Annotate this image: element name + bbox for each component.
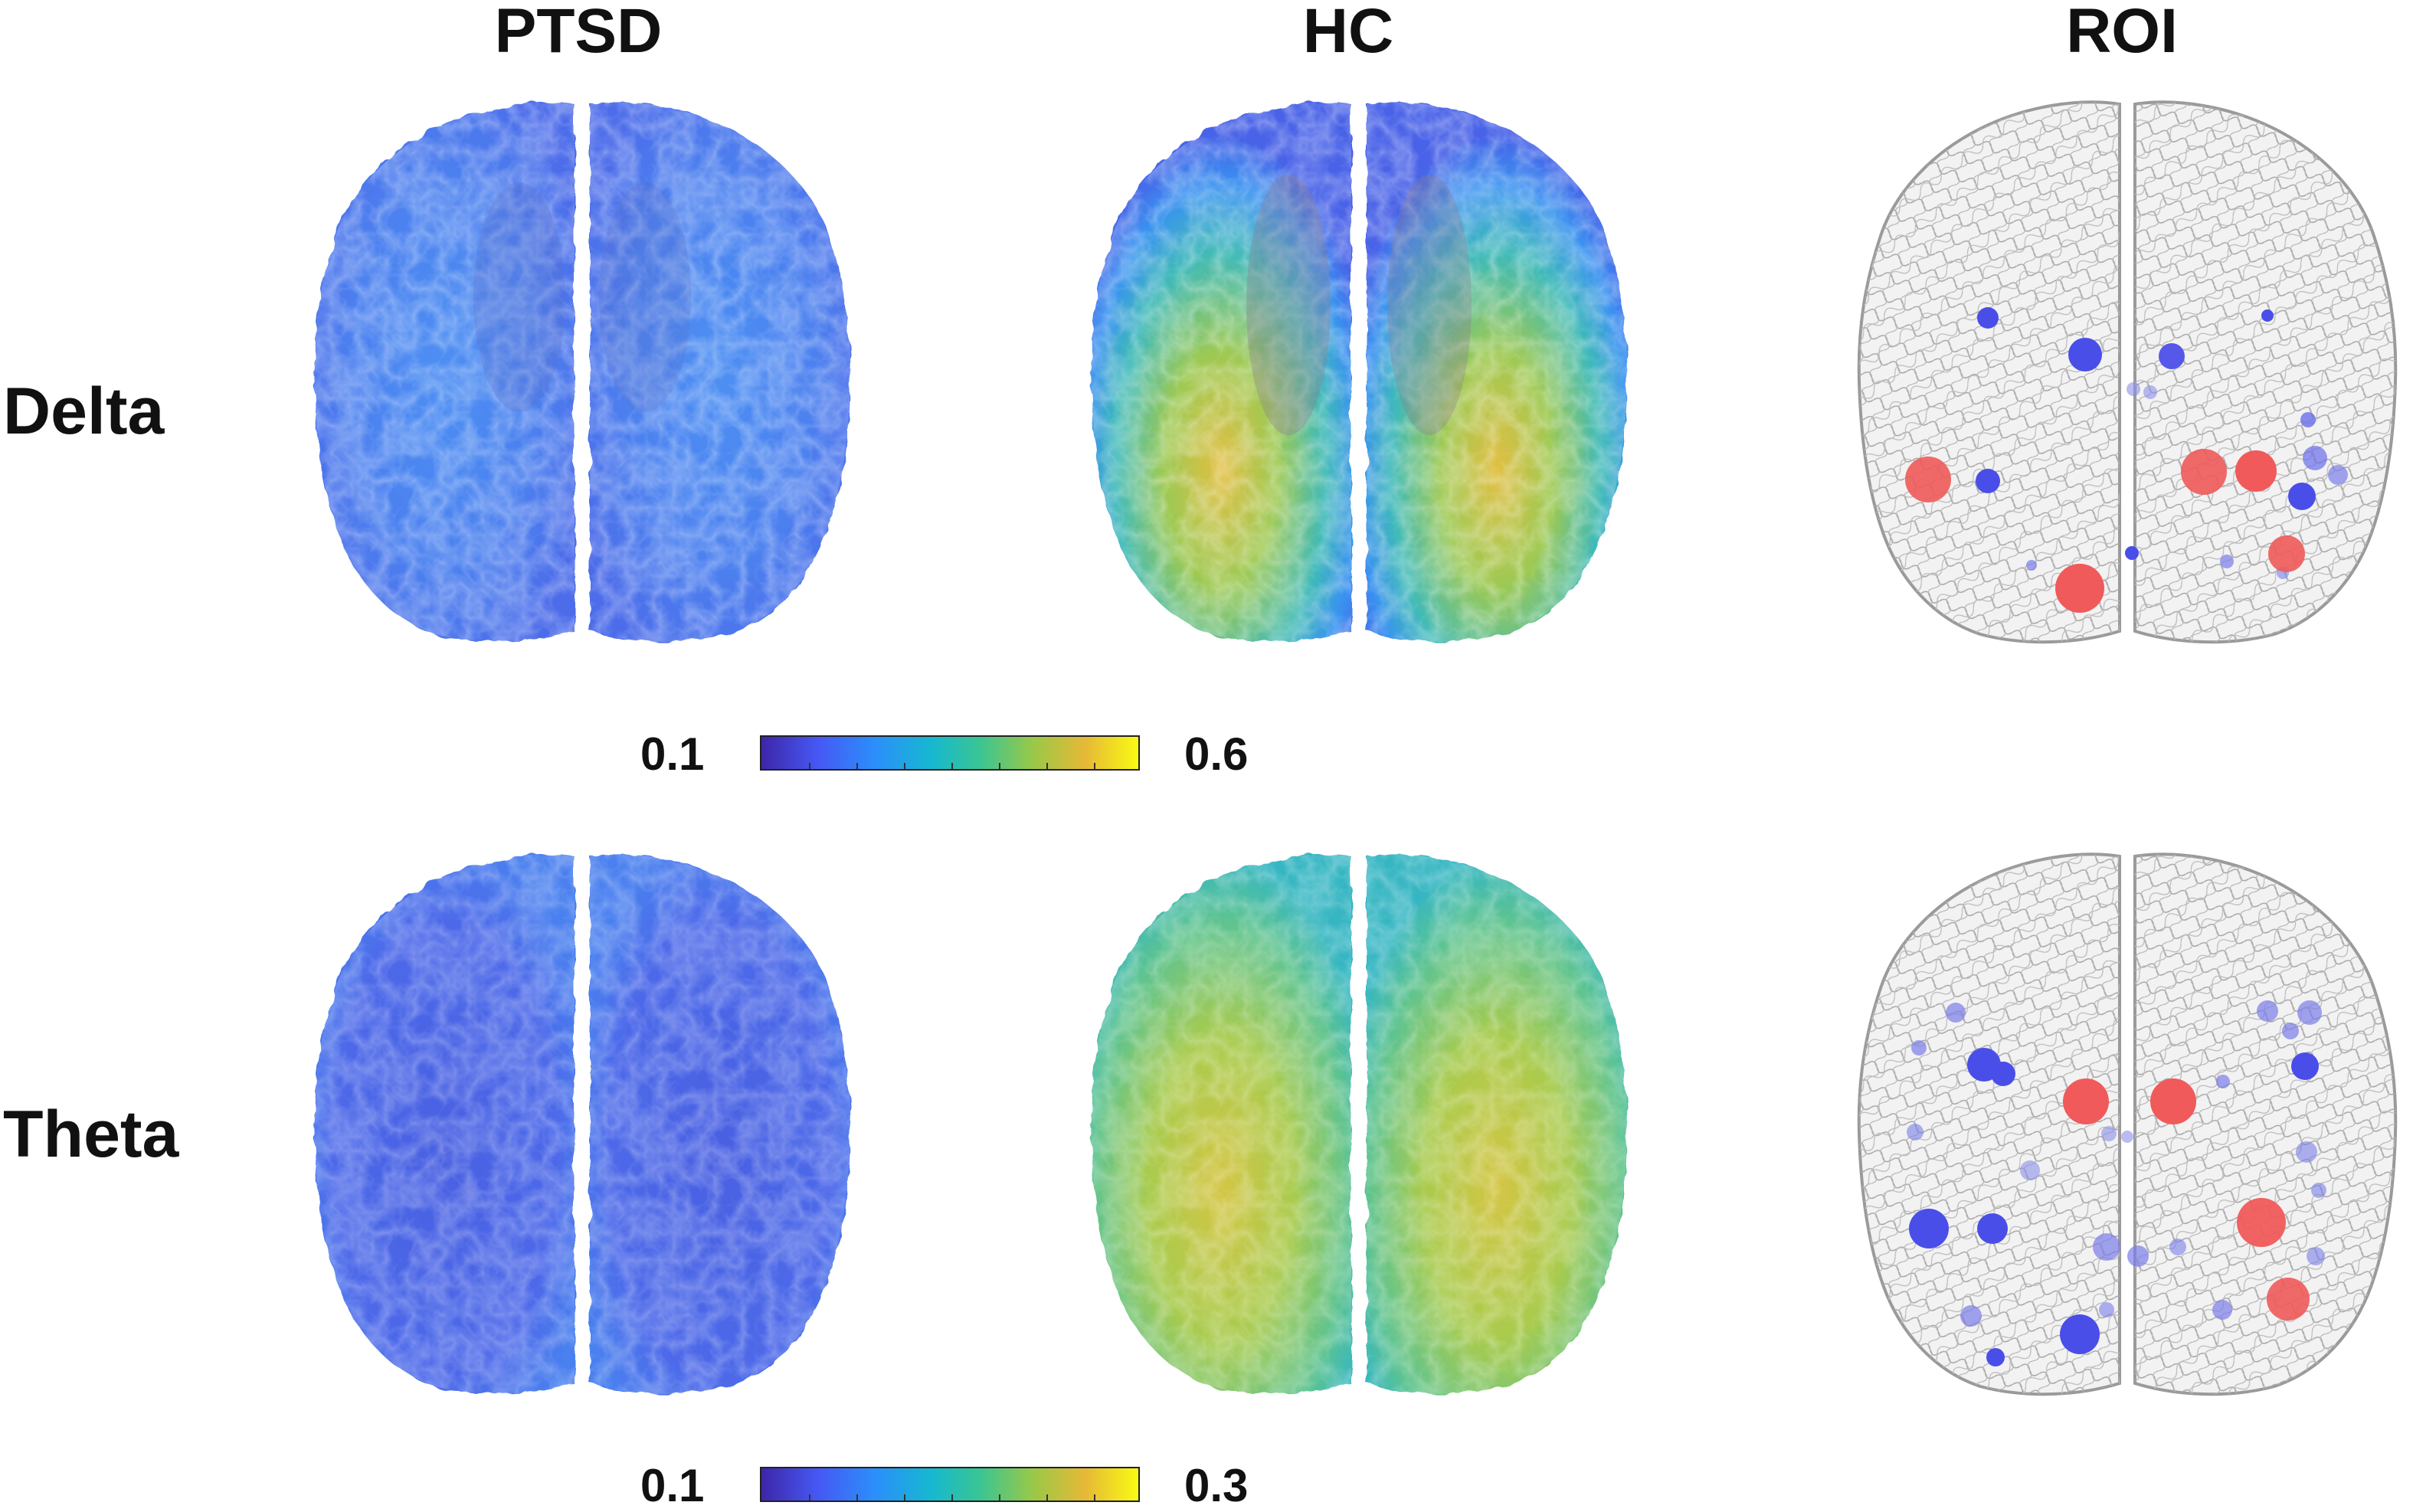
colorbar-theta-min: 0.1 bbox=[640, 1460, 705, 1511]
roi-node-decrease bbox=[2311, 1183, 2326, 1198]
column-header-ptsd: PTSD bbox=[494, 0, 663, 66]
colorbar-delta bbox=[760, 735, 1140, 771]
roi-node-decrease bbox=[2257, 1000, 2278, 1022]
roi-node-decrease bbox=[2101, 1126, 2117, 1141]
roi-node-decrease bbox=[2296, 1141, 2317, 1163]
column-header-hc: HC bbox=[1302, 0, 1394, 66]
roi-node-decrease bbox=[2291, 1052, 2319, 1080]
roi-node-decrease bbox=[2020, 1160, 2040, 1180]
brain-hc-delta bbox=[1090, 102, 1628, 643]
colorbar-delta-min: 0.1 bbox=[640, 728, 705, 780]
roi-node-decrease bbox=[2127, 1245, 2149, 1267]
roi-node-decrease bbox=[2328, 465, 2348, 485]
roi-node-decrease bbox=[2307, 1247, 2325, 1265]
roi-node-decrease bbox=[1911, 1040, 1927, 1055]
roi-nodes-delta bbox=[1905, 307, 2348, 613]
roi-node-decrease bbox=[1977, 1213, 2008, 1244]
roi-node-decrease bbox=[2099, 1302, 2114, 1317]
brain-ptsd-theta bbox=[313, 854, 851, 1395]
roi-nodes-theta bbox=[1907, 1000, 2326, 1366]
roi-node-decrease bbox=[2068, 338, 2102, 371]
roi-node-decrease bbox=[2125, 546, 2139, 560]
roi-node-decrease bbox=[2121, 1131, 2133, 1143]
roi-node-decrease bbox=[2220, 555, 2234, 568]
roi-node-decrease bbox=[1991, 1062, 2015, 1086]
row-label-delta: Delta bbox=[3, 375, 165, 448]
roi-node-increase bbox=[2055, 564, 2104, 613]
roi-node-decrease bbox=[2127, 382, 2140, 396]
colorbar-delta-max: 0.6 bbox=[1184, 728, 1249, 780]
roi-node-decrease bbox=[2159, 343, 2185, 369]
roi-node-decrease bbox=[2060, 1314, 2100, 1354]
roi-node-decrease bbox=[1977, 307, 1999, 329]
brain-ptsd-delta bbox=[313, 102, 851, 643]
roi-node-decrease bbox=[1909, 1209, 1949, 1249]
roi-node-decrease bbox=[2282, 1023, 2299, 1039]
row-label-theta: Theta bbox=[3, 1098, 179, 1171]
roi-node-decrease bbox=[2026, 560, 2037, 571]
roi-node-decrease bbox=[2288, 483, 2316, 510]
roi-node-decrease bbox=[1907, 1124, 1924, 1141]
roi-node-decrease bbox=[2261, 309, 2274, 322]
roi-node-decrease bbox=[2093, 1233, 2120, 1261]
roi-node-increase bbox=[2181, 449, 2227, 495]
colorbar-theta bbox=[760, 1467, 1140, 1502]
brain-hc-theta bbox=[1090, 854, 1628, 1395]
roi-node-decrease bbox=[2300, 412, 2316, 427]
roi-node-decrease bbox=[2216, 1075, 2230, 1088]
roi-node-decrease bbox=[1976, 469, 2000, 493]
roi-node-increase bbox=[2235, 450, 2277, 492]
roi-node-increase bbox=[2063, 1078, 2109, 1124]
colorbar-theta-max: 0.3 bbox=[1184, 1460, 1249, 1511]
roi-node-decrease bbox=[2297, 1000, 2322, 1025]
roi-brain-theta bbox=[1857, 853, 2398, 1396]
roi-brain-delta bbox=[1857, 100, 2398, 644]
roi-node-decrease bbox=[2303, 446, 2327, 470]
roi-node-decrease bbox=[1986, 1348, 2005, 1366]
roi-node-increase bbox=[1905, 457, 1951, 502]
roi-node-decrease bbox=[1946, 1003, 1966, 1023]
roi-node-decrease bbox=[1960, 1305, 1982, 1327]
roi-node-decrease bbox=[2212, 1300, 2232, 1320]
column-header-roi: ROI bbox=[2066, 0, 2178, 66]
roi-node-increase bbox=[2267, 1278, 2310, 1321]
roi-node-increase bbox=[2268, 535, 2305, 572]
roi-node-decrease bbox=[2143, 385, 2157, 399]
roi-node-increase bbox=[2237, 1198, 2286, 1247]
roi-node-decrease bbox=[2169, 1239, 2186, 1255]
roi-node-increase bbox=[2150, 1078, 2196, 1124]
